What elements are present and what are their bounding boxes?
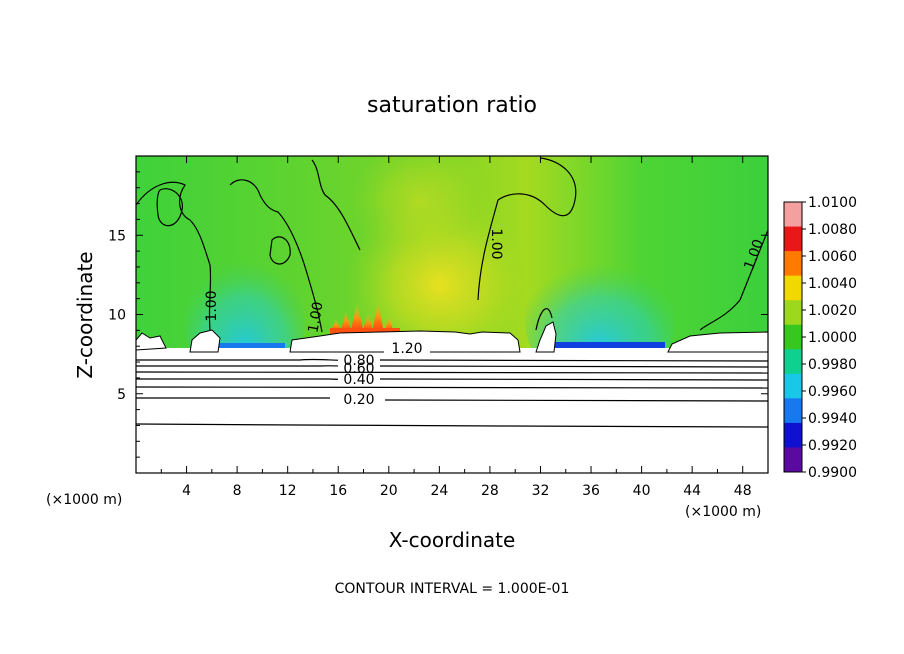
contour-label-2: 1.00 xyxy=(305,301,326,334)
contour-interval-note: CONTOUR INTERVAL = 1.000E-01 xyxy=(335,581,570,597)
colorbar-swatch xyxy=(784,275,802,301)
x-tick-label: 32 xyxy=(532,483,550,499)
y-tick-label: 10 xyxy=(108,308,126,324)
contour-1.00-c xyxy=(229,179,323,333)
x-tick-label: 40 xyxy=(633,483,651,499)
x-axis: 4 8 12 16 20 24 28 32 36 40 44 48 xyxy=(160,156,752,499)
colorbar-swatch xyxy=(784,300,802,326)
colorbar-label: 1.0100 xyxy=(808,195,857,211)
x-tick-label: 16 xyxy=(329,483,347,499)
colorbar-label: 1.0040 xyxy=(808,276,857,292)
contour-labels: 1.00 1.00 1.00 1.00 1.20 0.80 0.60 0.40 … xyxy=(204,228,767,408)
x-tick-label: 24 xyxy=(430,483,448,499)
colorbar-swatch xyxy=(784,447,802,473)
colorbar-label: 0.9980 xyxy=(808,357,857,373)
y-tick-label: 15 xyxy=(108,228,126,244)
contour-label-6: 0.80 xyxy=(343,353,374,369)
y-axis: 5 10 15 xyxy=(108,171,768,458)
contour-1.00-g xyxy=(477,199,499,301)
x-axis-title: X-coordinate xyxy=(389,528,516,552)
colorbar: 1.0100 1.0080 1.0060 1.0040 1.0020 1.0000 0.99… xyxy=(783,195,857,481)
colorbar-label: 0.9920 xyxy=(808,438,857,454)
x-tick-label: 4 xyxy=(182,483,191,499)
moist-upper-region xyxy=(350,156,490,260)
colorbar-swatch xyxy=(784,226,802,252)
colorbar-label: 0.9900 xyxy=(808,465,857,481)
colorbar-swatch xyxy=(784,324,802,350)
contour-1.00-f xyxy=(497,157,577,217)
y-tick-label: 5 xyxy=(117,387,126,403)
y-axis-title: Z-coordinate xyxy=(73,251,97,378)
colorbar-label: 0.9960 xyxy=(808,384,857,400)
contour-1.00-b xyxy=(156,188,183,227)
supersaturated-spikes xyxy=(330,300,400,334)
contour-label-8: 0.40 xyxy=(343,372,374,388)
contour-0.10 xyxy=(136,423,768,428)
x-tick-label: 8 xyxy=(233,483,242,499)
contour-1.00-a xyxy=(136,181,212,331)
x-axis-unit-right: (×1000 m) xyxy=(685,504,761,520)
x-tick-label: 36 xyxy=(582,483,600,499)
undefined-region xyxy=(136,348,768,473)
colorbar-swatch xyxy=(784,202,802,228)
x-tick-label: 12 xyxy=(279,483,297,499)
subsaturated-band-right xyxy=(555,342,665,353)
plot-area: 1.00 1.00 1.00 1.00 1.20 0.80 0.60 0.40 … xyxy=(136,156,768,473)
colorbar-label: 1.0060 xyxy=(808,249,857,265)
contour-0.50 xyxy=(136,371,768,374)
contour-1.00-h xyxy=(739,229,768,301)
x-tick-label: 20 xyxy=(380,483,398,499)
x-axis-unit-left: (×1000 m) xyxy=(46,492,122,508)
contour-1.00-d xyxy=(269,236,291,265)
colorbar-label: 1.0080 xyxy=(808,222,857,238)
contour-label-5: 1.20 xyxy=(391,341,422,357)
contour-0.20 xyxy=(136,397,768,402)
x-tick-label: 28 xyxy=(481,483,499,499)
colorbar-label: 1.0000 xyxy=(808,330,857,346)
cloud-patch-left xyxy=(189,329,221,353)
colorbar-swatch xyxy=(784,398,802,424)
contour-label-3: 1.00 xyxy=(488,228,504,259)
contour-0.30 xyxy=(136,386,768,389)
x-tick-label: 48 xyxy=(734,483,752,499)
colorbar-swatch xyxy=(784,422,802,448)
cloud-patch-right xyxy=(667,331,768,353)
contour-1.00-j xyxy=(535,308,553,331)
x-tick-label: 44 xyxy=(683,483,701,499)
colorbar-swatch xyxy=(784,251,802,277)
contour-1.00-e xyxy=(311,159,361,251)
contour-label-1: 1.00 xyxy=(204,290,220,321)
contour-label-9: 0.20 xyxy=(343,392,374,408)
contour-1.00-i xyxy=(699,299,741,331)
colorbar-label: 1.0020 xyxy=(808,303,857,319)
contour-label-7: 0.60 xyxy=(343,361,374,377)
colorbar-label: 0.9940 xyxy=(808,411,857,427)
colorbar-swatch xyxy=(784,373,802,399)
colorbar-swatch xyxy=(784,349,802,375)
chart-title: saturation ratio xyxy=(367,93,537,118)
